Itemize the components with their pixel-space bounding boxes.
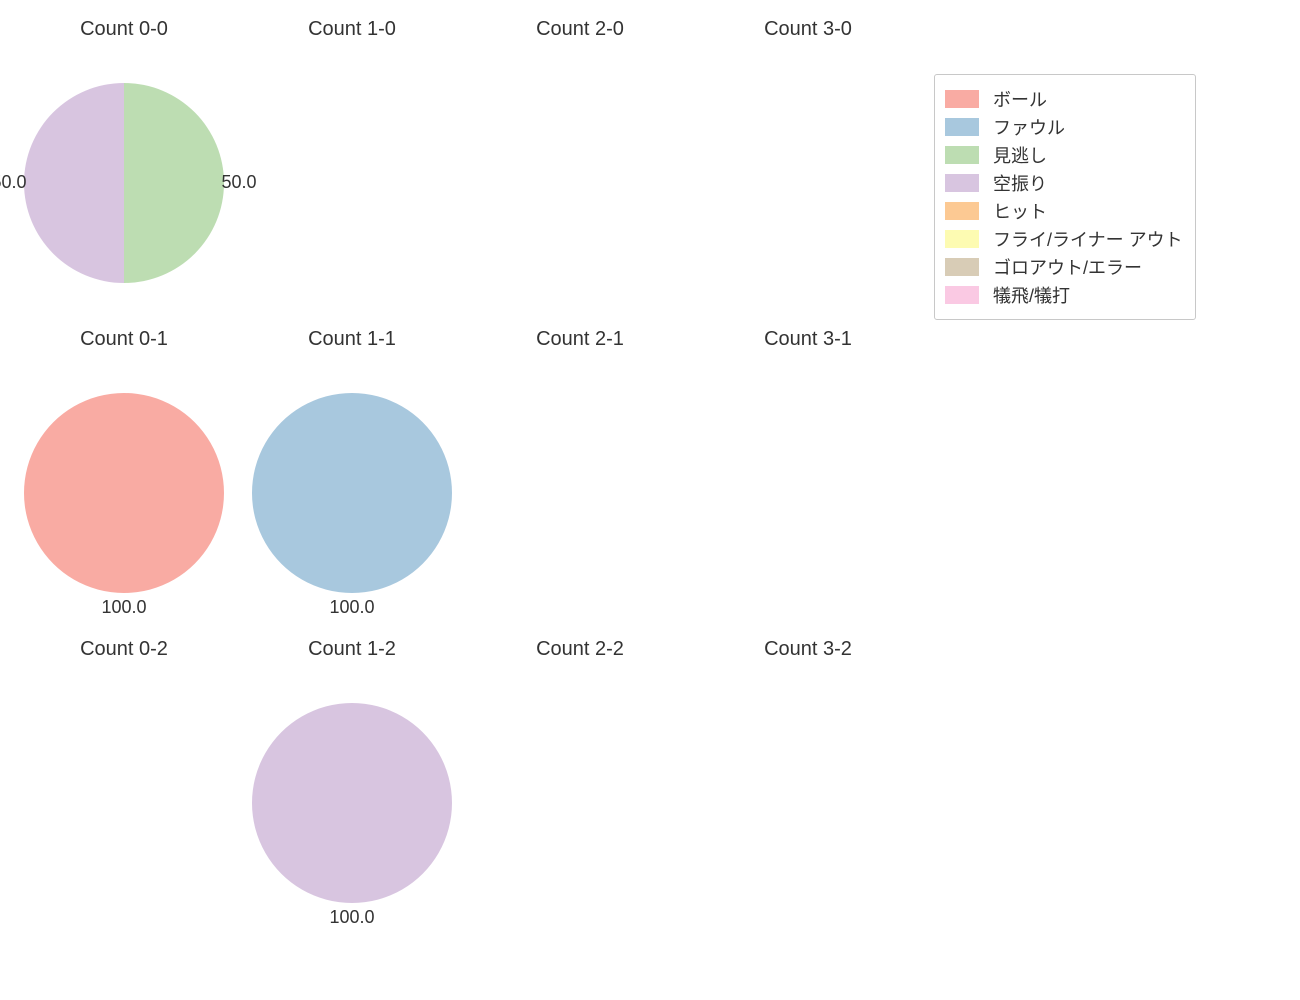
pie-chart: 100.0 xyxy=(252,393,452,593)
legend-swatch xyxy=(945,174,979,192)
chart-canvas: Count 0-050.050.0Count 1-0Count 2-0Count… xyxy=(0,0,1300,1000)
legend-item: ゴロアウト/エラー xyxy=(945,253,1183,281)
legend-item: 見逃し xyxy=(945,141,1183,169)
subplot-title: Count 2-2 xyxy=(466,638,694,661)
subplot-cell: Count 0-1 100.0 xyxy=(10,315,238,625)
pie-chart: 100.0 xyxy=(24,393,224,593)
pie-chart: 100.0 xyxy=(252,703,452,903)
legend-label: ボール xyxy=(993,86,1047,112)
pie-slice xyxy=(252,393,452,593)
legend-item: 犠飛/犠打 xyxy=(945,281,1183,309)
subplot-cell: Count 0-2 xyxy=(10,625,238,935)
subplot-title: Count 1-1 xyxy=(238,328,466,351)
legend-label: フライ/ライナー アウト xyxy=(993,226,1183,252)
legend-swatch xyxy=(945,90,979,108)
legend-item: ヒット xyxy=(945,197,1183,225)
legend-swatch xyxy=(945,202,979,220)
subplot-title: Count 1-2 xyxy=(238,638,466,661)
legend-label: 見逃し xyxy=(993,142,1047,168)
legend-item: ファウル xyxy=(945,113,1183,141)
legend-label: ヒット xyxy=(993,198,1047,224)
subplot-title: Count 2-1 xyxy=(466,328,694,351)
pie-slice-label: 100.0 xyxy=(329,907,374,927)
subplot-cell: Count 1-2 100.0 xyxy=(238,625,466,935)
pie-slice-label: 100.0 xyxy=(329,597,374,617)
subplot-cell: Count 2-2 xyxy=(466,625,694,935)
pie-slice-label: 100.0 xyxy=(101,597,146,617)
subplot-title: Count 0-2 xyxy=(10,638,238,661)
legend-label: 犠飛/犠打 xyxy=(993,282,1070,308)
legend-swatch xyxy=(945,118,979,136)
subplot-cell: Count 2-1 xyxy=(466,315,694,625)
legend-swatch xyxy=(945,146,979,164)
subplot-title: Count 3-2 xyxy=(694,638,922,661)
legend-label: ゴロアウト/エラー xyxy=(993,254,1142,280)
pie-slice xyxy=(124,83,224,283)
legend-item: 空振り xyxy=(945,169,1183,197)
pie-chart: 50.050.0 xyxy=(24,83,224,283)
subplot-cell: Count 3-1 xyxy=(694,315,922,625)
subplot-cell: Count 0-0 50.050.0 xyxy=(10,5,238,315)
subplot-title: Count 3-1 xyxy=(694,328,922,351)
subplot-title: Count 3-0 xyxy=(694,18,922,41)
subplot-title: Count 0-0 xyxy=(10,18,238,41)
legend-swatch xyxy=(945,258,979,276)
subplot-title: Count 0-1 xyxy=(10,328,238,351)
pie-slice xyxy=(24,83,124,283)
legend-swatch xyxy=(945,286,979,304)
subplot-cell: Count 3-0 xyxy=(694,5,922,315)
legend-item: フライ/ライナー アウト xyxy=(945,225,1183,253)
pie-slice-label: 50.0 xyxy=(0,172,27,192)
legend-item: ボール xyxy=(945,85,1183,113)
pie-slice xyxy=(252,703,452,903)
subplot-cell: Count 1-1 100.0 xyxy=(238,315,466,625)
legend-label: 空振り xyxy=(993,170,1047,196)
subplot-cell: Count 2-0 xyxy=(466,5,694,315)
subplot-title: Count 2-0 xyxy=(466,18,694,41)
subplot-title: Count 1-0 xyxy=(238,18,466,41)
legend-swatch xyxy=(945,230,979,248)
pie-slice xyxy=(24,393,224,593)
legend: ボールファウル見逃し空振りヒットフライ/ライナー アウトゴロアウト/エラー犠飛/… xyxy=(934,74,1196,320)
subplot-cell: Count 3-2 xyxy=(694,625,922,935)
subplot-cell: Count 1-0 xyxy=(238,5,466,315)
legend-label: ファウル xyxy=(993,114,1065,140)
